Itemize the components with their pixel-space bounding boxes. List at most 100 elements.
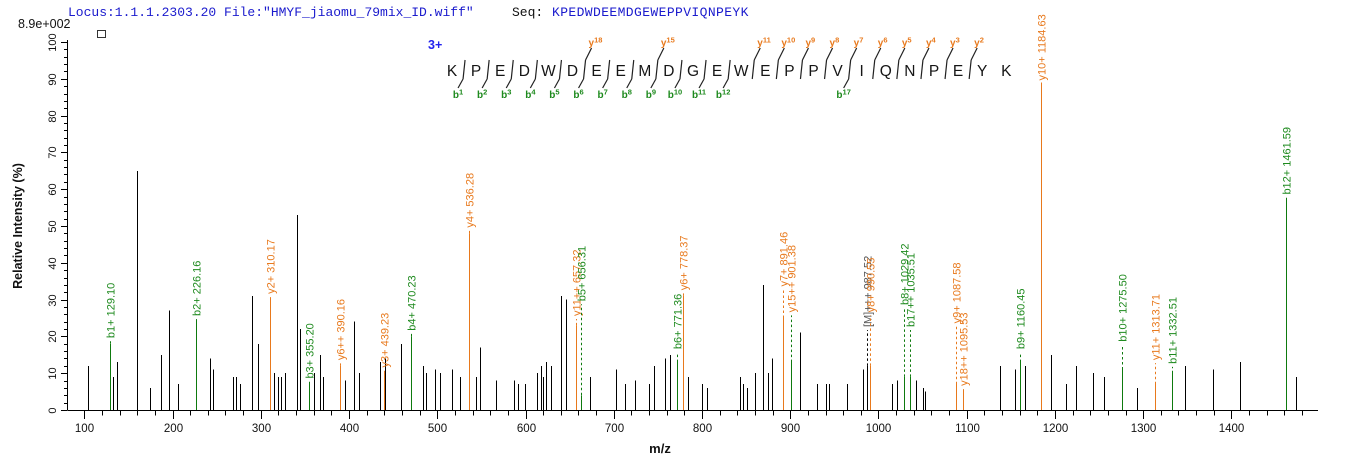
peak-label: y10+ 1184.63	[1037, 14, 1049, 80]
ion-flag-label: y4	[926, 36, 937, 50]
y-tick-label: 20	[47, 330, 59, 342]
y-tick-label: 80	[47, 110, 59, 122]
peak-label: y2+ 310.17	[266, 239, 278, 294]
peak-label: b6+ 771.36	[673, 294, 685, 349]
peak-label: y6+ 778.37	[679, 235, 691, 290]
y-tick-label: 60	[47, 183, 59, 195]
y-tick-label: 70	[47, 146, 59, 158]
ion-flag-label: y10	[781, 36, 795, 50]
residue-letter: D	[567, 63, 578, 80]
ion-flag-label: b7	[598, 88, 608, 102]
residue-letter: D	[663, 63, 674, 80]
residue-letter: E	[760, 63, 770, 80]
residue-letter: E	[616, 63, 626, 80]
peak-label: b2+ 226.16	[192, 261, 204, 316]
ion-flag-label: y18	[589, 36, 603, 50]
peak-label: y8+ 990.55	[866, 258, 878, 313]
peak-label: b3+ 355.20	[305, 323, 317, 378]
x-tick-label: 100	[75, 423, 94, 435]
axes	[67, 40, 1318, 411]
residue-letter: P	[784, 63, 794, 80]
residue-letter: W	[734, 63, 749, 80]
peak-label: [M]+++ 987.52	[863, 256, 875, 327]
ion-flag-label: b9	[646, 88, 656, 102]
residue-letter: W	[541, 63, 556, 80]
residue-letter: K	[447, 63, 458, 80]
peak-label: b8+ 1029.42	[900, 243, 912, 304]
peak-label: b4+ 470.23	[407, 275, 419, 330]
peak-label: b11+ 1332.51	[1168, 297, 1180, 364]
residue-letter: I	[860, 63, 864, 80]
x-axis-title: m/z	[649, 441, 671, 456]
y-tick-label: 90	[47, 73, 59, 85]
ion-flag-label: y8	[830, 36, 840, 50]
x-tick-label: 300	[252, 423, 271, 435]
ion-flag-label: y7	[854, 36, 864, 50]
residue-letter: G	[687, 63, 699, 80]
residue-letter: D	[519, 63, 530, 80]
x-tick-label: 500	[428, 423, 447, 435]
y-tick-label: 100	[47, 33, 59, 51]
ion-flag-label: b4	[525, 88, 536, 102]
sequence-value: KPEDWDEEMDGEWEPPVIQNPEYK	[552, 5, 749, 20]
residue-letter: P	[929, 63, 939, 80]
x-tick-label: 1200	[1043, 423, 1069, 435]
labeled-peaks: b1+ 129.10 b2+ 226.16 y2+ 310.17 b3+ 355.20…	[106, 14, 1294, 410]
ion-flag-label: b8	[622, 88, 632, 102]
ion-flag-label: b1	[453, 88, 463, 102]
x-axis: 100 200 300 400 500 600 700 800 900 1000 1100 1200 1…	[75, 411, 1303, 456]
peak-label: y3+ 439.23	[380, 313, 392, 368]
peak-label: y6++ 390.16	[336, 299, 348, 360]
ion-flag-label: b2	[477, 88, 487, 102]
max-intensity-label: 8.9e+002	[18, 17, 71, 31]
residue-letter: Y	[977, 63, 987, 80]
y-tick-label: 40	[47, 257, 59, 269]
peak-label: y7+ 891.46	[779, 232, 791, 287]
x-tick-label: 900	[781, 423, 800, 435]
residue-letter: P	[808, 63, 818, 80]
residue-letter: E	[712, 63, 722, 80]
x-tick-label: 1100	[955, 423, 980, 435]
residue-letter: E	[953, 63, 963, 80]
peak-label: b9+ 1160.45	[1016, 288, 1028, 349]
ion-flag-label: b17	[836, 88, 850, 102]
residue-letter: Q	[880, 63, 892, 80]
y-tick-label: 0	[47, 407, 59, 413]
locus-file-label: Locus:1.1.1.2303.20 File:"HMYF_jiaomu_79…	[68, 5, 474, 20]
residue-letter: E	[495, 63, 505, 80]
peak-label: b10+ 1275.50	[1118, 274, 1130, 342]
residue-letter: V	[832, 63, 843, 80]
background-peaks	[88, 170, 1297, 410]
x-tick-label: 700	[605, 423, 624, 435]
marker-square	[97, 30, 106, 38]
ion-flag-label: b5	[549, 88, 559, 102]
peak-label: b5+ 656.31	[577, 246, 589, 301]
x-tick-label: 1400	[1219, 423, 1245, 435]
ion-flag-label: b10	[668, 88, 682, 102]
residue-letter: N	[904, 63, 915, 80]
ion-flag-label: b6	[573, 88, 583, 102]
ion-flag-label: b11	[692, 88, 706, 102]
ion-flag-label: y3	[950, 36, 960, 50]
x-tick-label: 400	[340, 423, 359, 435]
ion-flag-label: y6	[878, 36, 888, 50]
peak-label: y15++ 901.38	[787, 245, 799, 312]
y-axis: 0 10 20 30 40 50 60 70 80 90 100 Relative Intensity…	[11, 33, 67, 414]
ion-flag-label: b12	[716, 88, 730, 102]
peak-label: b1+ 129.10	[106, 283, 118, 338]
peak-label: y11+ 1313.71	[1151, 294, 1163, 360]
y-tick-label: 30	[47, 294, 59, 306]
x-tick-label: 200	[164, 423, 183, 435]
precursor-charge-label: 3+	[428, 38, 443, 52]
y-tick-label: 50	[47, 220, 59, 232]
peak-label: y11++ 657.32	[572, 250, 584, 316]
ion-flag-label: y9	[805, 36, 815, 50]
ion-flag-label: b3	[501, 88, 511, 102]
ion-flag-label: y5	[902, 36, 912, 50]
ion-flag-label: y2	[974, 36, 984, 50]
peak-label: y18++ 1095.53	[959, 313, 971, 386]
residue-letter: M	[638, 63, 651, 80]
